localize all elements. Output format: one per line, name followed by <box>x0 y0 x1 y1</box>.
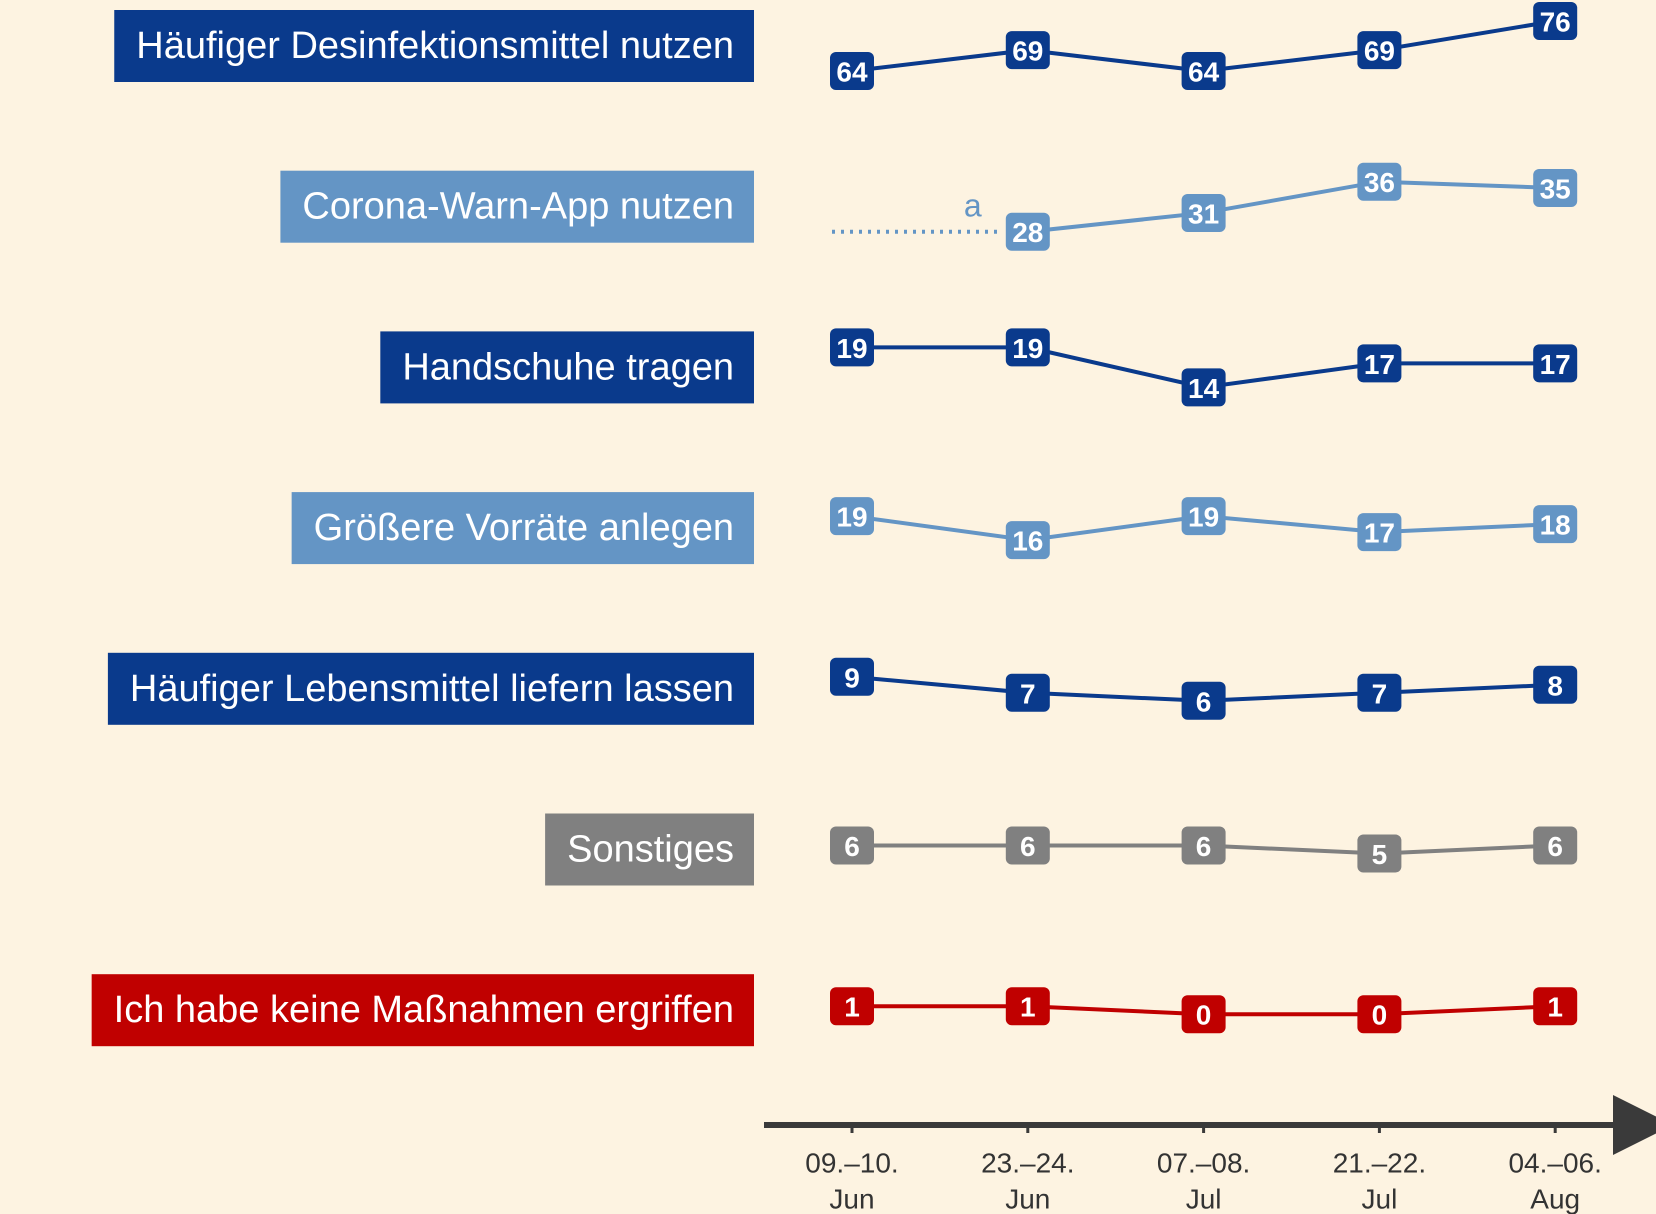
value-label: 1 <box>844 992 860 1023</box>
value-badge <box>1005 826 1050 865</box>
series-label: Häufiger Lebensmittel liefern lassen <box>130 668 734 710</box>
series-label-box <box>91 974 754 1047</box>
value-label: 19 <box>836 502 867 533</box>
value-label: 9 <box>844 662 860 693</box>
value-badge <box>1533 505 1578 544</box>
value-badge <box>1181 681 1226 720</box>
value-label: 18 <box>1540 510 1571 541</box>
value-badge <box>1005 673 1050 712</box>
value-badge <box>830 826 874 865</box>
value-label: 64 <box>836 57 868 88</box>
value-label: 6 <box>1196 686 1212 717</box>
value-label: 17 <box>1364 518 1395 549</box>
value-badge <box>830 657 874 696</box>
value-badge <box>1357 31 1402 70</box>
value-badge <box>1181 995 1226 1034</box>
series-label-box <box>280 170 754 243</box>
value-label: 1 <box>1547 992 1563 1023</box>
value-badge <box>1005 987 1050 1026</box>
value-label: 17 <box>1364 349 1395 380</box>
value-badge <box>830 497 874 536</box>
value-label: 35 <box>1540 173 1571 204</box>
series-label-box <box>114 10 754 82</box>
value-badge <box>1181 193 1226 232</box>
value-badge <box>1181 497 1226 536</box>
x-tick-label: Jul <box>1362 1184 1398 1214</box>
value-label: 36 <box>1364 167 1395 198</box>
series-line <box>1027 179 1556 234</box>
x-tick-label: 23.–24. <box>981 1148 1074 1179</box>
value-badge <box>1005 212 1050 251</box>
x-tick-label: 21.–22. <box>1333 1148 1426 1179</box>
x-tick-label: 07.–08. <box>1157 1148 1250 1179</box>
series-label: Handschuhe tragen <box>402 346 734 388</box>
value-label: 5 <box>1372 839 1388 870</box>
series-label: Ich habe keine Maßnahmen ergriffen <box>114 989 734 1031</box>
x-tick-label: Jun <box>1005 1184 1050 1214</box>
value-label: 69 <box>1364 36 1395 67</box>
value-label: 6 <box>1547 831 1563 862</box>
value-label: 19 <box>836 333 867 364</box>
value-label: 19 <box>1012 333 1043 364</box>
series-label-box <box>380 331 754 404</box>
value-label: 76 <box>1540 7 1571 38</box>
x-tick-label: 09.–10. <box>805 1148 898 1179</box>
value-label: 64 <box>1188 57 1220 88</box>
value-badge <box>1357 344 1402 383</box>
series-label-box <box>107 652 754 725</box>
value-label: 69 <box>1012 36 1043 67</box>
value-label: 6 <box>1020 831 1036 862</box>
series-label: Corona-Warn-App nutzen <box>302 186 734 228</box>
value-label: 16 <box>1012 526 1043 557</box>
value-label: 0 <box>1372 1000 1388 1031</box>
series-label-box <box>545 813 754 886</box>
series-label-box <box>291 492 754 565</box>
value-badge <box>1357 162 1402 201</box>
x-tick-label: Jul <box>1186 1184 1222 1214</box>
series-label: Sonstiges <box>567 829 734 871</box>
value-badge <box>1533 2 1578 40</box>
value-badge <box>830 328 874 367</box>
value-label: 14 <box>1188 373 1220 404</box>
value-badge <box>1181 826 1226 865</box>
value-label: 31 <box>1188 198 1219 229</box>
series-label: Größere Vorräte anlegen <box>314 507 734 549</box>
value-label: 7 <box>1372 678 1388 709</box>
x-tick-label: Jun <box>829 1184 874 1214</box>
value-label: 8 <box>1547 670 1563 701</box>
value-badge <box>1533 168 1578 207</box>
value-badge <box>1533 344 1578 383</box>
annotation: a <box>964 188 982 224</box>
value-badge <box>830 987 874 1026</box>
value-label: 6 <box>844 831 860 862</box>
value-label: 28 <box>1012 217 1043 248</box>
value-badge <box>1005 31 1050 70</box>
value-label: 1 <box>1020 992 1036 1023</box>
value-label: 6 <box>1196 831 1212 862</box>
value-badge <box>1005 328 1050 367</box>
value-badge <box>1357 513 1402 552</box>
value-badge <box>1357 995 1402 1034</box>
value-badge <box>1181 368 1226 407</box>
value-label: 19 <box>1188 502 1219 533</box>
value-badge <box>1181 52 1226 90</box>
value-badge <box>1533 987 1578 1026</box>
value-badge <box>1533 665 1578 704</box>
value-badge <box>830 52 874 90</box>
value-badge <box>1357 834 1402 873</box>
value-label: 0 <box>1196 1000 1212 1031</box>
value-badge <box>1357 673 1402 712</box>
value-label: 7 <box>1020 678 1036 709</box>
value-badge <box>1533 826 1578 865</box>
value-badge <box>1005 521 1050 560</box>
series-label: Häufiger Desinfektionsmittel nutzen <box>136 25 734 67</box>
value-label: 17 <box>1540 349 1571 380</box>
x-tick-label: 04.–06. <box>1508 1148 1601 1179</box>
x-tick-label: Aug <box>1530 1184 1580 1214</box>
